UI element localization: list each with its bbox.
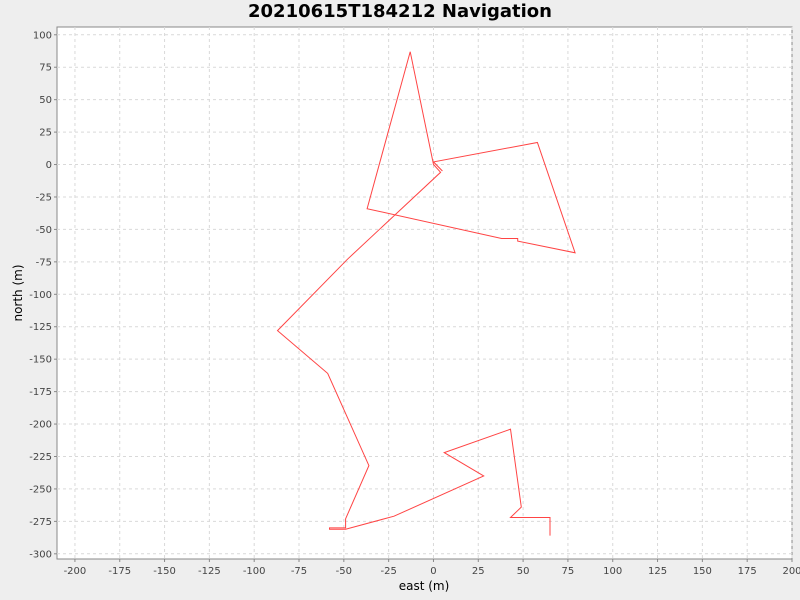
y-tick-label: 0	[46, 160, 52, 171]
x-tick-label: 25	[472, 566, 485, 577]
x-axis-label: east (m)	[399, 579, 450, 593]
y-tick-label: -300	[29, 549, 52, 560]
y-tick-label: 75	[39, 63, 52, 74]
x-tick-label: 175	[738, 566, 757, 577]
x-tick-label: -50	[336, 566, 352, 577]
x-tick-label: 0	[430, 566, 436, 577]
y-tick-label: -50	[36, 225, 52, 236]
x-tick-label: -25	[380, 566, 396, 577]
series-line-navigation-track	[276, 51, 576, 536]
x-tick-label: 150	[693, 566, 712, 577]
x-tick-label: -100	[243, 566, 266, 577]
y-tick-label: 100	[33, 30, 52, 41]
y-tick-label: 50	[39, 95, 52, 106]
y-tick-label: -275	[29, 517, 52, 528]
x-tick-label: 125	[648, 566, 667, 577]
y-axis-label: north (m)	[11, 264, 25, 321]
chart-title: 20210615T184212 Navigation	[248, 1, 552, 22]
x-tick-label: 50	[517, 566, 530, 577]
y-axis-ticks: 100 75 50 25 0 -25 -50 -75 -100 -125 -150 -175 -200 -…	[29, 30, 57, 560]
x-tick-label: 100	[603, 566, 622, 577]
x-tick-label: 75	[562, 566, 575, 577]
y-tick-label: -200	[29, 420, 52, 431]
gridlines	[57, 27, 793, 559]
y-tick-label: -25	[36, 192, 52, 203]
plot-area	[56, 26, 793, 560]
x-tick-label: -175	[108, 566, 131, 577]
x-tick-label: -125	[198, 566, 221, 577]
y-tick-label: 25	[39, 128, 52, 139]
y-tick-label: -100	[29, 290, 52, 301]
y-tick-label: -150	[29, 355, 52, 366]
y-tick-label: -250	[29, 484, 52, 495]
series-layer	[276, 51, 576, 536]
x-tick-label: -200	[64, 566, 87, 577]
x-tick-label: -150	[153, 566, 176, 577]
x-tick-label: -75	[291, 566, 307, 577]
y-tick-label: -175	[29, 387, 52, 398]
y-tick-label: -225	[29, 452, 52, 463]
x-tick-label: 200	[782, 566, 800, 577]
y-tick-label: -75	[36, 257, 52, 268]
x-axis-ticks: -200 -175 -150 -125 -100 -75 -50 -25 0 25 50 75 100 1…	[64, 559, 800, 577]
y-tick-label: -125	[29, 322, 52, 333]
